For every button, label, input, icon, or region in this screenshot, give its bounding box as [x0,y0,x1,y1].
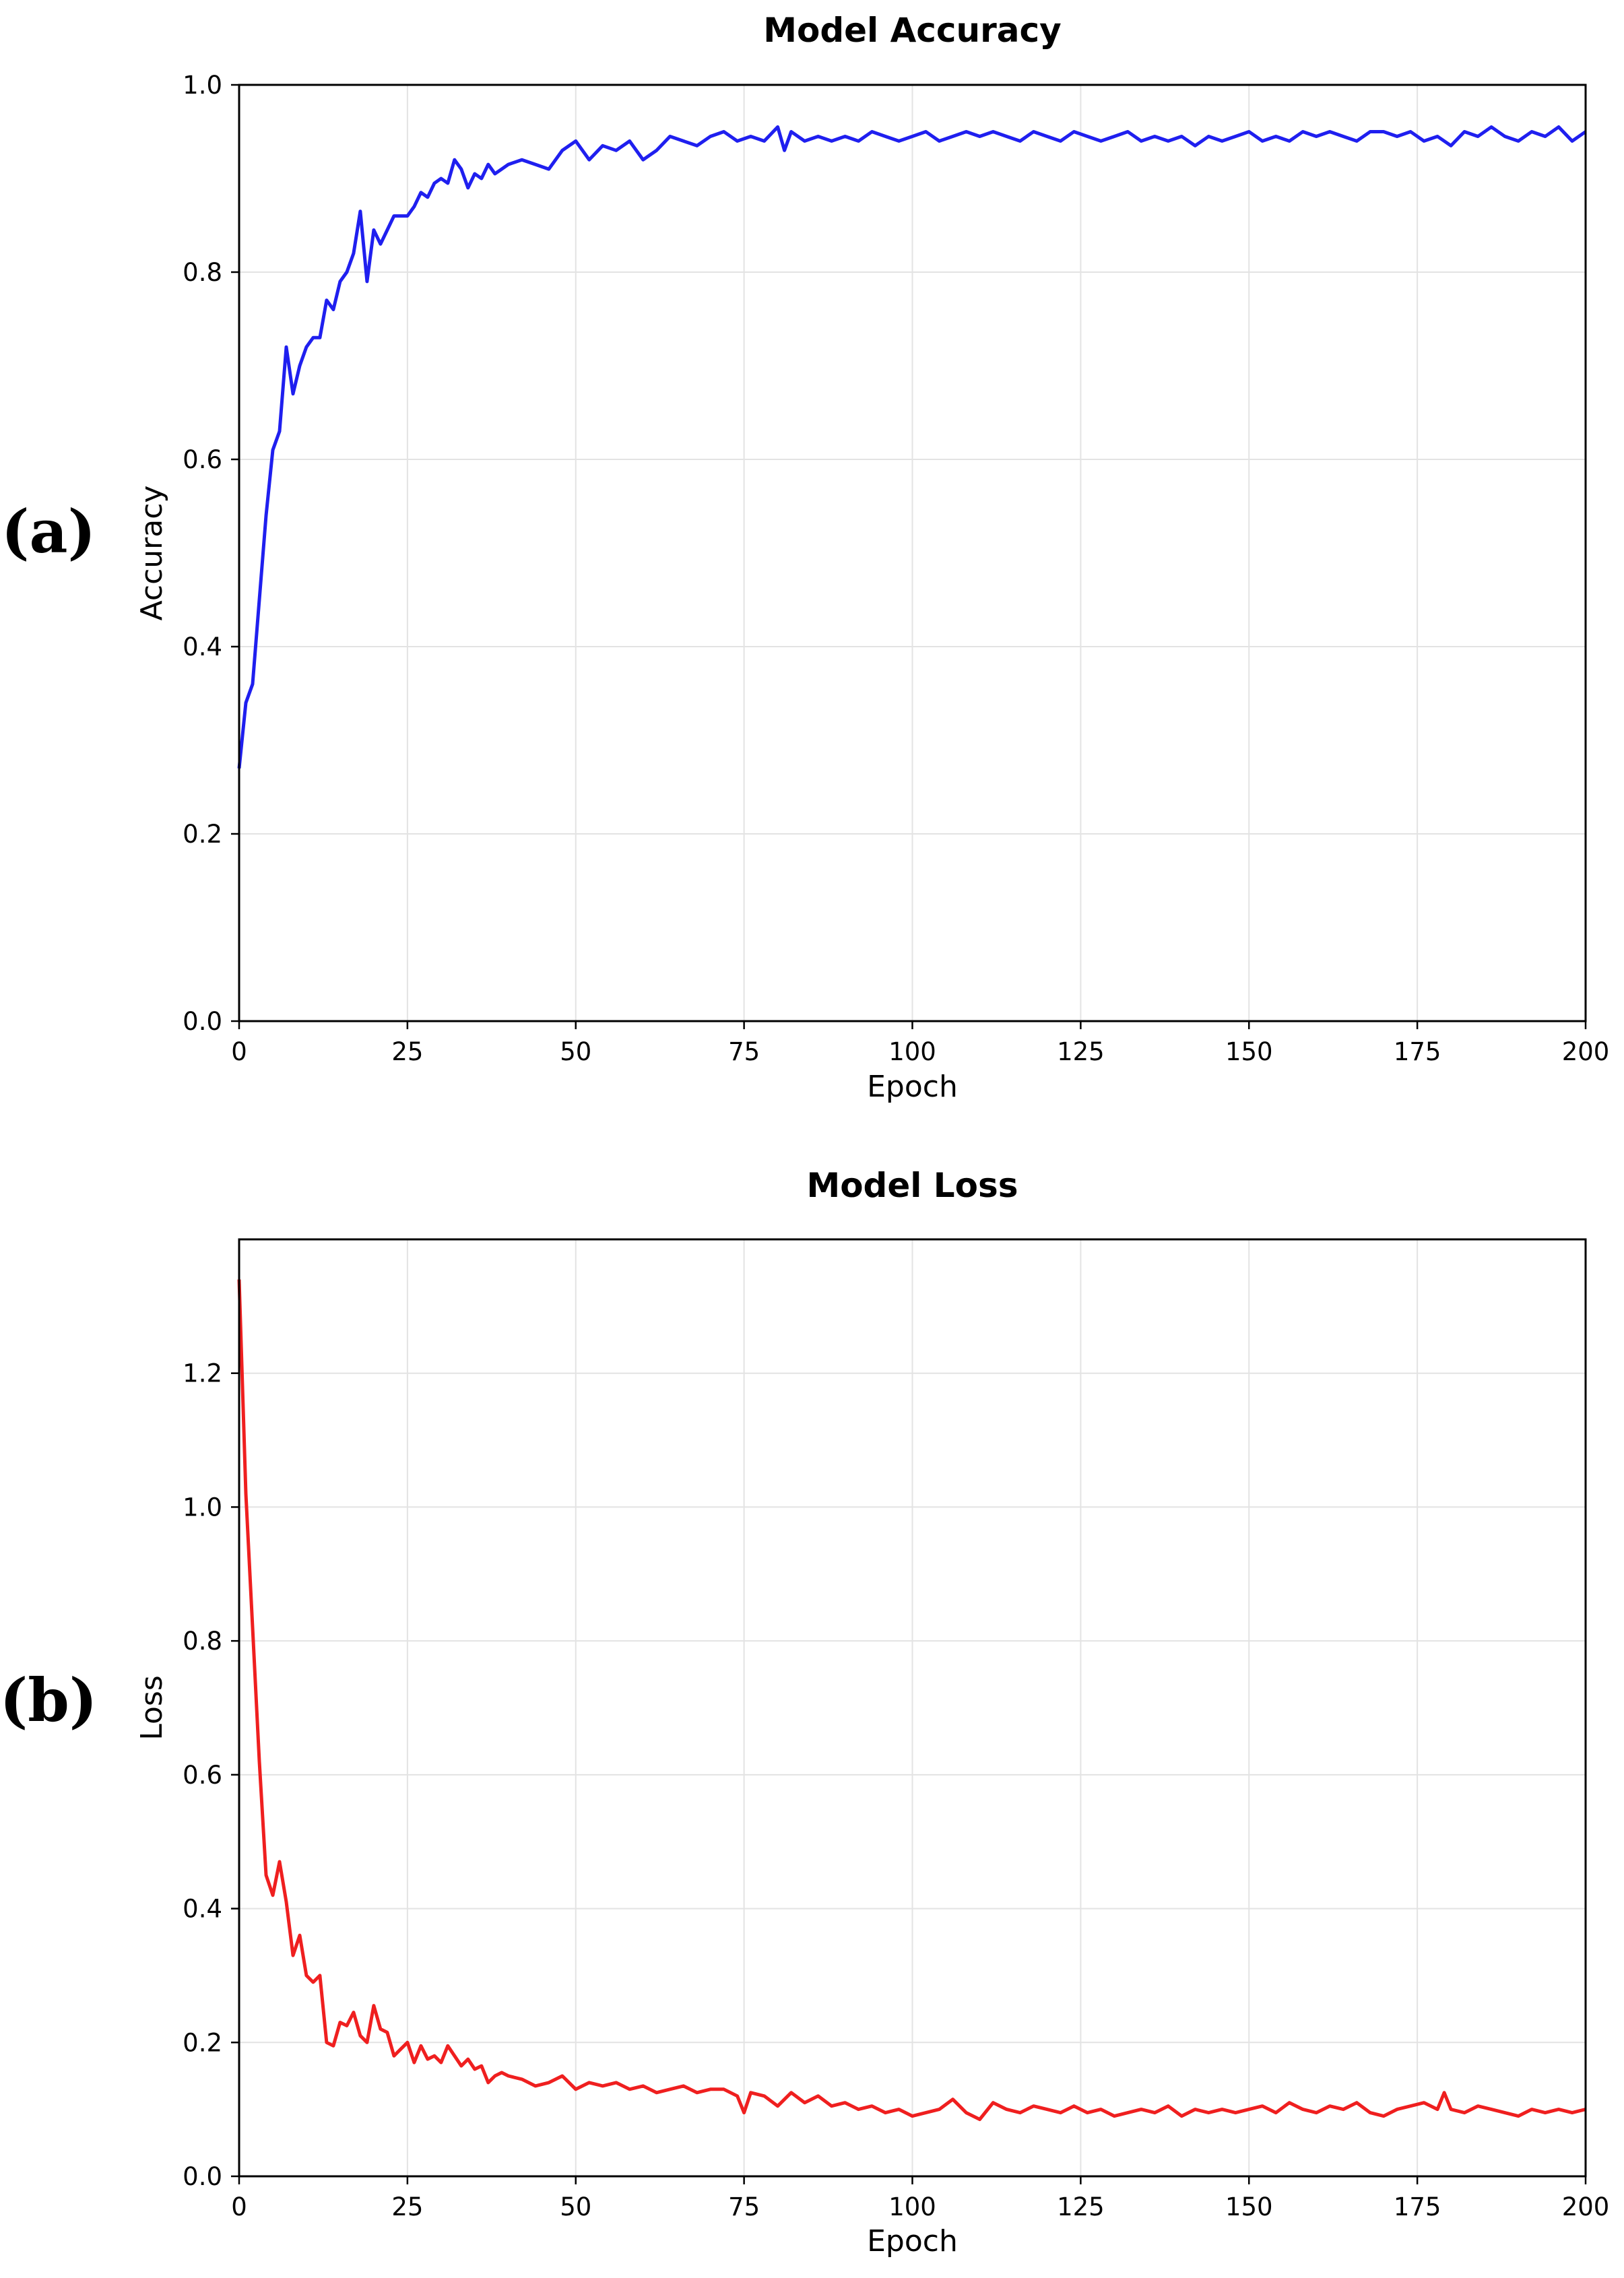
y-tick-label: 0.2 [183,2028,222,2057]
series-line [237,125,1587,769]
series-line [237,1279,1586,2121]
y-tick-label: 1.2 [183,1359,222,1388]
x-tick-label: 150 [1225,1037,1273,1066]
y-tick-label: 0.4 [183,632,222,661]
x-tick-label: 100 [888,2192,936,2221]
x-axis-label: Epoch [867,2224,958,2258]
y-tick-label: 0.0 [183,1007,222,1036]
chart-title: Model Loss [806,1166,1018,1205]
y-axis-label: Loss [135,1675,169,1740]
y-tick-label: 0.8 [183,258,222,287]
plot-frame [238,1238,1587,2178]
plot-frame [238,84,1587,1022]
x-tick-label: 0 [231,2192,247,2221]
y-tick-label: 0.2 [183,820,222,849]
x-tick-label: 75 [728,2192,760,2221]
y-tick-label: 1.0 [183,71,222,100]
y-tick-label: 0.0 [183,2162,222,2191]
chart-title: Model Accuracy [763,11,1062,50]
y-tick-label: 0.8 [183,1627,222,1656]
panel-label: (b) [0,1665,97,1735]
x-tick-label: 125 [1057,2192,1105,2221]
x-tick-label: 50 [560,2192,591,2221]
x-tick-label: 50 [560,1037,591,1066]
x-tick-label: 25 [391,1037,423,1066]
x-tick-label: 175 [1394,2192,1441,2221]
y-tick-label: 1.0 [183,1493,222,1522]
y-tick-label: 0.4 [183,1895,222,1924]
y-tick-label: 0.6 [183,445,222,474]
x-tick-label: 150 [1225,2192,1273,2221]
x-tick-label: 75 [728,1037,760,1066]
x-tick-label: 0 [231,1037,247,1066]
y-tick-label: 0.6 [183,1761,222,1790]
x-tick-label: 175 [1394,1037,1441,1066]
x-tick-label: 100 [888,1037,936,1066]
x-tick-label: 200 [1562,2192,1610,2221]
x-tick-label: 200 [1562,1037,1610,1066]
x-tick-label: 25 [391,2192,423,2221]
panel-label: (a) [1,496,96,566]
x-axis-label: Epoch [867,1070,958,1104]
x-tick-label: 125 [1057,1037,1105,1066]
y-axis-label: Accuracy [135,486,169,621]
